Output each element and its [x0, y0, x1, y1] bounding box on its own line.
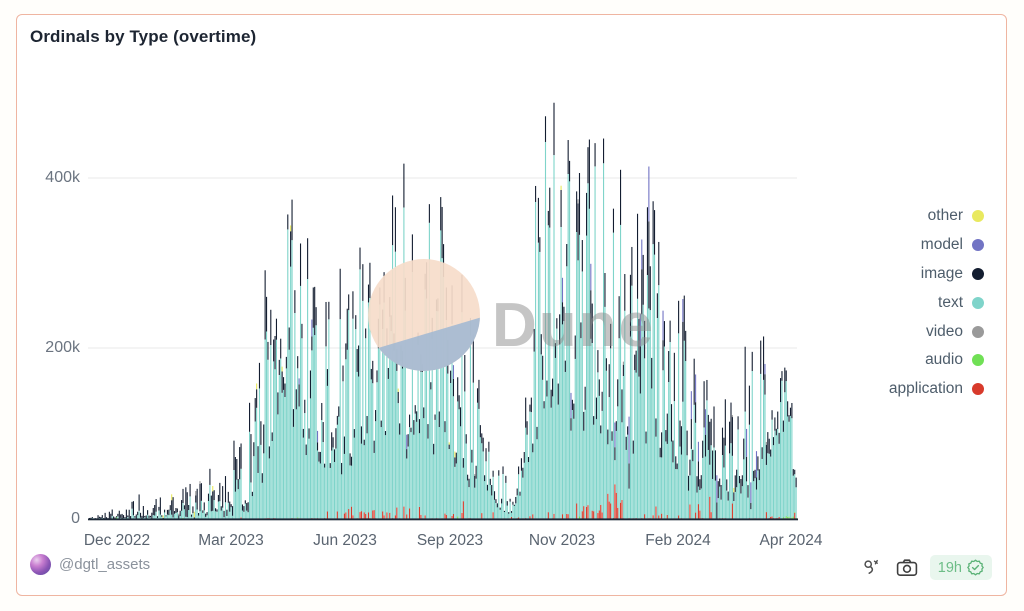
- y-tick: 400k: [45, 169, 80, 186]
- page-title: Ordinals by Type (overtime): [30, 27, 257, 46]
- series-color-dot: [972, 354, 984, 367]
- author-link[interactable]: @dgtl_assets: [30, 554, 150, 575]
- footer-actions: 19h: [860, 554, 992, 581]
- fork-query-button[interactable]: [860, 556, 884, 580]
- age-label: 19h: [937, 559, 962, 576]
- author-handle: @dgtl_assets: [59, 556, 151, 573]
- legend-label: image: [920, 264, 963, 282]
- legend-item-model[interactable]: model: [889, 231, 984, 260]
- x-tick: Mar 2023: [198, 532, 264, 549]
- series-color-dot: [972, 296, 984, 309]
- x-tick: Apr 2024: [759, 532, 823, 549]
- screenshot-button[interactable]: [895, 556, 919, 580]
- camera-icon: [896, 559, 917, 577]
- fork-icon: [864, 559, 879, 574]
- x-tick: Dec 2022: [83, 532, 151, 549]
- legend-item-audio[interactable]: audio: [889, 346, 984, 375]
- x-tick: Feb 2024: [645, 532, 711, 549]
- legend-label: model: [920, 236, 963, 254]
- verified-check-icon: [967, 559, 984, 576]
- chart-card: [16, 14, 1007, 596]
- legend-item-other[interactable]: other: [889, 202, 984, 231]
- legend-label: other: [927, 207, 963, 225]
- x-tick: Sep 2023: [416, 532, 484, 549]
- legend-item-image[interactable]: image: [889, 260, 984, 289]
- y-tick: 200k: [45, 339, 80, 356]
- legend: other model image text video audio appli…: [889, 202, 984, 404]
- legend-label: application: [888, 380, 963, 398]
- series-color-dot: [972, 267, 984, 280]
- x-tick: Jun 2023: [313, 532, 377, 549]
- legend-label: video: [925, 322, 963, 340]
- x-tick: Nov 2023: [528, 532, 596, 549]
- series-color-dot: [972, 210, 984, 223]
- series-color-dot: [972, 325, 984, 338]
- legend-item-video[interactable]: video: [889, 317, 984, 346]
- data-freshness-badge[interactable]: 19h: [929, 555, 992, 580]
- legend-label: text: [938, 293, 963, 311]
- legend-item-application[interactable]: application: [889, 375, 984, 404]
- author-avatar: [30, 554, 51, 575]
- legend-item-text[interactable]: text: [889, 288, 984, 317]
- legend-label: audio: [925, 351, 963, 369]
- series-color-dot: [972, 383, 984, 396]
- series-color-dot: [972, 239, 984, 252]
- y-tick: 0: [71, 510, 80, 527]
